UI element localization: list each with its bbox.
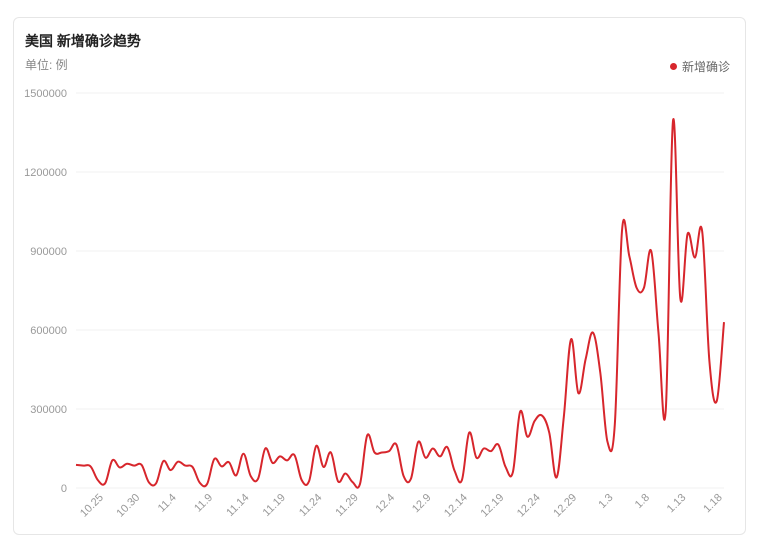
legend-label: 新增确诊: [681, 60, 730, 74]
y-tick-label: 0: [61, 483, 67, 495]
chart-title: 美国 新增确诊趋势: [25, 33, 141, 49]
unit-label: 单位: 例: [25, 58, 68, 72]
x-tick-label: 10.30: [114, 492, 142, 520]
x-tick-label: 11.9: [192, 492, 215, 515]
x-tick-label: 1.13: [665, 492, 689, 516]
gridlines: [76, 92, 724, 489]
x-tick-label: 10.25: [78, 492, 106, 520]
x-tick-label: 12.24: [515, 492, 543, 520]
x-tick-label: 11.4: [156, 492, 179, 515]
x-tick-label: 1.3: [596, 492, 615, 511]
y-tick-label: 1200000: [24, 167, 67, 179]
y-axis: 0 300000 600000 900000 1200000 1500000: [24, 88, 67, 495]
x-tick-label: 12.4: [374, 492, 398, 516]
x-tick-label: 1.18: [701, 492, 725, 516]
y-tick-label: 900000: [30, 246, 67, 258]
x-tick-label: 12.19: [478, 492, 506, 520]
legend[interactable]: 新增确诊: [669, 58, 730, 75]
x-tick-label: 12.14: [442, 492, 470, 520]
y-tick-label: 300000: [30, 404, 67, 416]
x-tick-label: 1.8: [633, 492, 652, 511]
x-tick-label: 11.29: [333, 492, 360, 519]
chart-card: 美国 新增确诊趋势 单位: 例 新增确诊: [13, 17, 746, 535]
x-tick-label: 12.29: [551, 492, 579, 520]
x-tick-label: 11.24: [297, 492, 324, 519]
x-tick-label: 11.14: [224, 492, 251, 519]
legend-dot-icon: [669, 63, 677, 70]
y-tick-label: 1500000: [24, 88, 67, 100]
x-axis: 10.25 10.30 11.4 11.9 11.14 11.19 11.24 11.29 12…: [78, 492, 725, 520]
series-line-新增确诊[interactable]: [75, 118, 725, 489]
y-tick-label: 600000: [30, 325, 67, 337]
x-tick-label: 12.9: [410, 492, 434, 516]
series-lines: [75, 118, 725, 489]
x-tick-label: 11.19: [261, 492, 288, 519]
